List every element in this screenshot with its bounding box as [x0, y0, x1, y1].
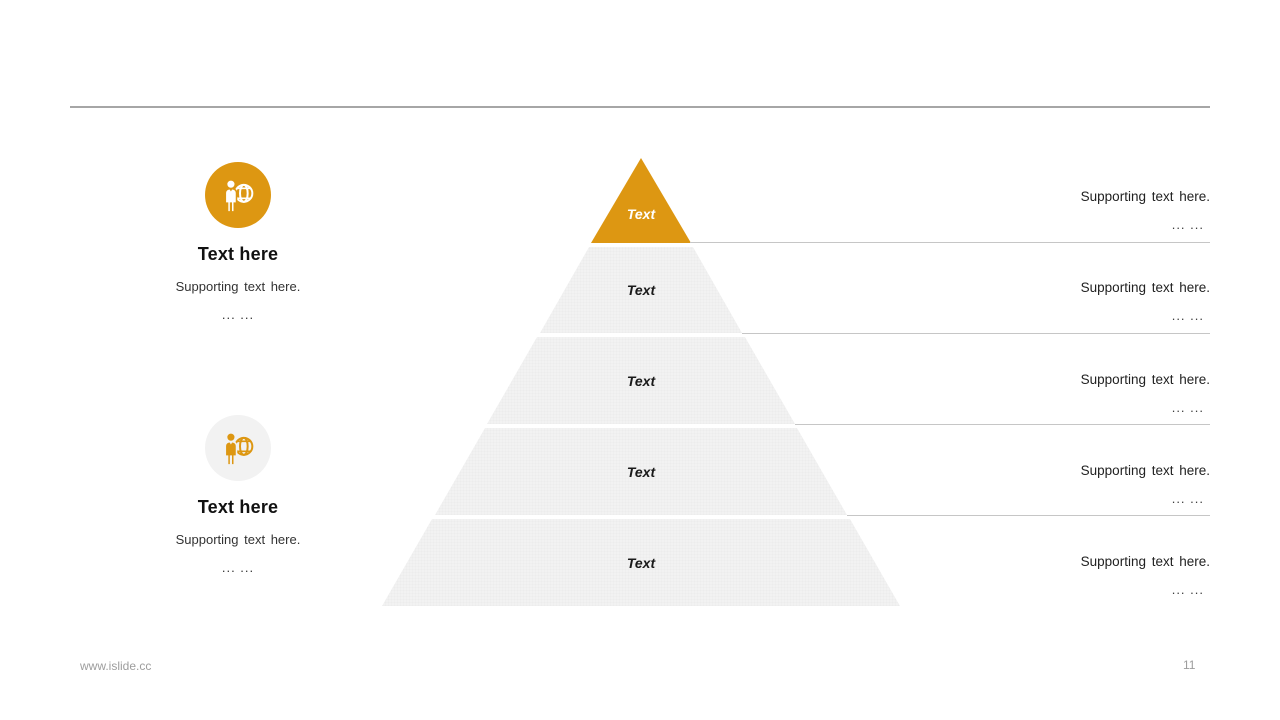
pyramid-level-5: Text — [382, 519, 900, 606]
pyramid-level-3: Text — [487, 337, 795, 424]
connector-line-2 — [742, 333, 1210, 334]
pyramid-level-label: Text — [626, 554, 656, 571]
ellipsis-text: ... ... — [1171, 308, 1204, 323]
connector-line-1 — [690, 242, 1210, 243]
ellipsis-text: ... ... — [1171, 491, 1204, 506]
footer-page-number: 11 — [1183, 658, 1196, 672]
connector-line-3 — [795, 424, 1210, 425]
block-ellipsis: ... ... — [221, 307, 255, 322]
ellipsis-text: ... ... — [1171, 217, 1204, 232]
supporting-text: Supporting text here. — [1080, 372, 1210, 387]
top-divider-line — [70, 106, 1210, 108]
pyramid-level-label: Text — [626, 463, 656, 480]
supporting-row-4: Supporting text here. ... ... — [780, 462, 1210, 506]
block-title: Text here — [197, 244, 279, 264]
supporting-row-1: Supporting text here. ... ... — [780, 188, 1210, 232]
supporting-text: Supporting text here. — [1080, 463, 1210, 478]
businessman-globe-icon — [205, 162, 271, 228]
supporting-text: Supporting text here. — [1080, 554, 1210, 569]
connector-line-4 — [847, 515, 1210, 516]
pyramid-diagram: Text Text Text Text Text — [382, 158, 900, 606]
block-supporting-text: Supporting text here. — [175, 532, 301, 547]
footer-site-url: www.islide.cc — [80, 659, 152, 673]
block-supporting-text: Supporting text here. — [175, 279, 301, 294]
businessman-globe-icon — [205, 415, 271, 481]
ellipsis-text: ... ... — [1171, 400, 1204, 415]
block-title: Text here — [197, 497, 279, 517]
pyramid-level-4: Text — [435, 428, 847, 515]
supporting-row-5: Supporting text here. ... ... — [780, 553, 1210, 597]
ellipsis-text: ... ... — [1171, 582, 1204, 597]
feature-block-2: Text here Supporting text here. ... ... — [128, 415, 348, 575]
block-ellipsis: ... ... — [221, 560, 255, 575]
supporting-text: Supporting text here. — [1080, 189, 1210, 204]
pyramid-level-label: Text — [626, 372, 656, 389]
supporting-row-2: Supporting text here. ... ... — [780, 279, 1210, 323]
feature-block-1: Text here Supporting text here. ... ... — [128, 162, 348, 322]
supporting-row-3: Supporting text here. ... ... — [780, 371, 1210, 415]
supporting-text: Supporting text here. — [1080, 280, 1210, 295]
pyramid-level-label: Text — [626, 205, 656, 222]
pyramid-level-label: Text — [626, 282, 656, 298]
